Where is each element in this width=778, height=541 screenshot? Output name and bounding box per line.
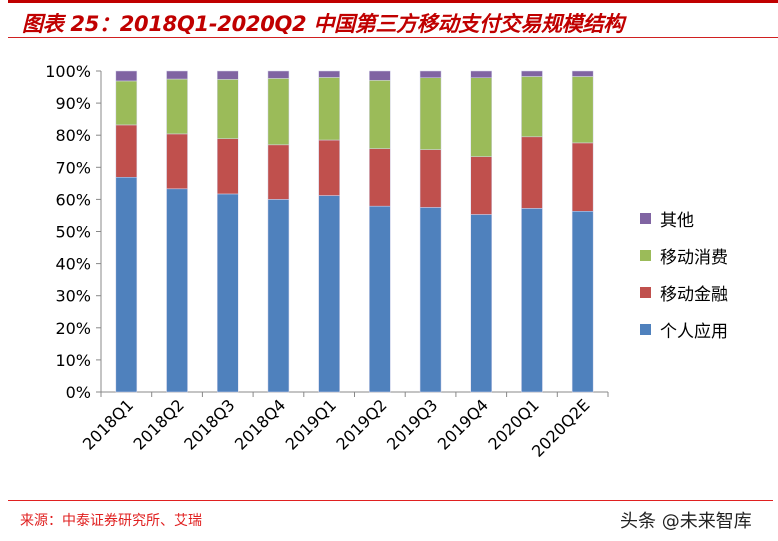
y-tick-label: 90% xyxy=(55,94,91,113)
bar-segment-2019Q2-3 xyxy=(369,70,391,81)
x-tick-label: 2018Q3 xyxy=(180,395,238,453)
bar-segment-2019Q2-1 xyxy=(369,148,391,207)
legend-label: 其他 xyxy=(660,211,694,231)
bar-segment-2019Q4-1 xyxy=(470,156,492,215)
bar-segment-2020Q2E-3 xyxy=(571,70,594,77)
y-tick-label: 100% xyxy=(45,62,91,81)
bar-segment-2018Q3-2 xyxy=(217,79,239,139)
bar-segment-2018Q1-1 xyxy=(115,124,138,178)
bar-segment-2020Q2E-0 xyxy=(571,211,594,393)
bar-segment-2020Q1-2 xyxy=(521,76,543,138)
legend-label: 个人应用 xyxy=(660,322,728,342)
stacked-bar-chart: 0%10%20%30%40%50%60%70%80%90%100%2018Q12… xyxy=(45,62,609,461)
y-tick-label: 80% xyxy=(55,126,91,145)
bar-segment-2020Q1-0 xyxy=(521,208,543,393)
bar-segment-2020Q2E-1 xyxy=(571,142,594,212)
x-tick-label: 2018Q4 xyxy=(231,395,289,453)
bar-segment-2018Q2-2 xyxy=(166,78,188,135)
bar-segment-2019Q4-2 xyxy=(470,77,492,157)
x-tick-label: 2018Q2 xyxy=(130,395,188,453)
bar-segment-2019Q1-2 xyxy=(318,77,340,141)
bar-segment-2020Q1-1 xyxy=(521,136,543,209)
x-tick-label: 2019Q2 xyxy=(332,395,390,453)
bar-segment-2018Q1-0 xyxy=(115,177,138,393)
bar-segment-2020Q2E-2 xyxy=(571,76,594,144)
legend-swatch xyxy=(640,213,651,224)
chart-title: 图表 25：2018Q1-2020Q2 中国第三方移动支付交易规模结构 xyxy=(22,12,624,36)
y-tick-label: 30% xyxy=(55,287,91,306)
bar-segment-2019Q4-0 xyxy=(470,214,492,393)
bar-segment-2019Q2-0 xyxy=(369,205,391,393)
bar-segment-2018Q2-3 xyxy=(166,70,188,80)
bar-segment-2019Q3-0 xyxy=(419,207,442,393)
y-tick-label: 70% xyxy=(55,158,91,177)
bar-segment-2018Q3-0 xyxy=(217,193,239,393)
bar-segment-2019Q2-2 xyxy=(369,80,391,149)
legend-swatch xyxy=(640,287,651,298)
bar-segment-2018Q1-3 xyxy=(115,70,138,82)
bar-segment-2019Q3-1 xyxy=(419,149,442,208)
y-tick-label: 60% xyxy=(55,190,91,209)
x-tick-label: 2018Q1 xyxy=(79,395,137,453)
bar-segment-2018Q4-0 xyxy=(267,199,290,393)
bar-segment-2018Q4-2 xyxy=(267,78,290,146)
legend-label: 移动金融 xyxy=(660,285,728,305)
bar-segment-2019Q1-1 xyxy=(318,139,340,196)
x-tick-label: 2019Q3 xyxy=(383,395,441,453)
legend-item: 其他 xyxy=(640,200,728,237)
bar-segment-2019Q4-3 xyxy=(470,70,492,78)
watermark: 头条 @未来智库 xyxy=(620,511,752,532)
legend-item: 个人应用 xyxy=(640,311,728,348)
legend-item: 移动消费 xyxy=(640,237,728,274)
bar-segment-2018Q2-1 xyxy=(166,133,188,190)
bar-segment-2018Q4-3 xyxy=(267,70,290,79)
bar-segment-2019Q3-2 xyxy=(419,77,442,150)
legend-label: 移动消费 xyxy=(660,248,728,268)
y-tick-label: 0% xyxy=(66,383,91,402)
bar-segment-2020Q1-3 xyxy=(521,70,543,77)
bar-segment-2018Q3-1 xyxy=(217,138,239,195)
title-rule xyxy=(8,37,778,38)
legend-swatch xyxy=(640,250,651,261)
bar-segment-2019Q3-3 xyxy=(419,70,442,78)
bar-segment-2018Q4-1 xyxy=(267,144,290,200)
bar-segment-2018Q1-2 xyxy=(115,80,138,126)
bar-segment-2019Q1-0 xyxy=(318,195,340,393)
bar-segment-2019Q1-3 xyxy=(318,70,340,78)
y-tick-label: 20% xyxy=(55,319,91,338)
legend-item: 移动金融 xyxy=(640,274,728,311)
bar-segment-2018Q3-3 xyxy=(217,70,239,80)
footer-rule xyxy=(8,500,773,501)
source-note: 来源：中泰证券研究所、艾瑞 xyxy=(20,513,202,529)
x-tick-label: 2019Q1 xyxy=(282,395,340,453)
top-rule xyxy=(8,0,778,3)
x-tick-label: 2019Q4 xyxy=(434,395,492,453)
y-tick-label: 40% xyxy=(55,255,91,274)
y-tick-label: 10% xyxy=(55,351,91,370)
legend: 其他移动消费移动金融个人应用 xyxy=(640,200,728,348)
legend-swatch xyxy=(640,324,651,335)
y-tick-label: 50% xyxy=(55,223,91,242)
bar-segment-2018Q2-0 xyxy=(166,188,188,393)
